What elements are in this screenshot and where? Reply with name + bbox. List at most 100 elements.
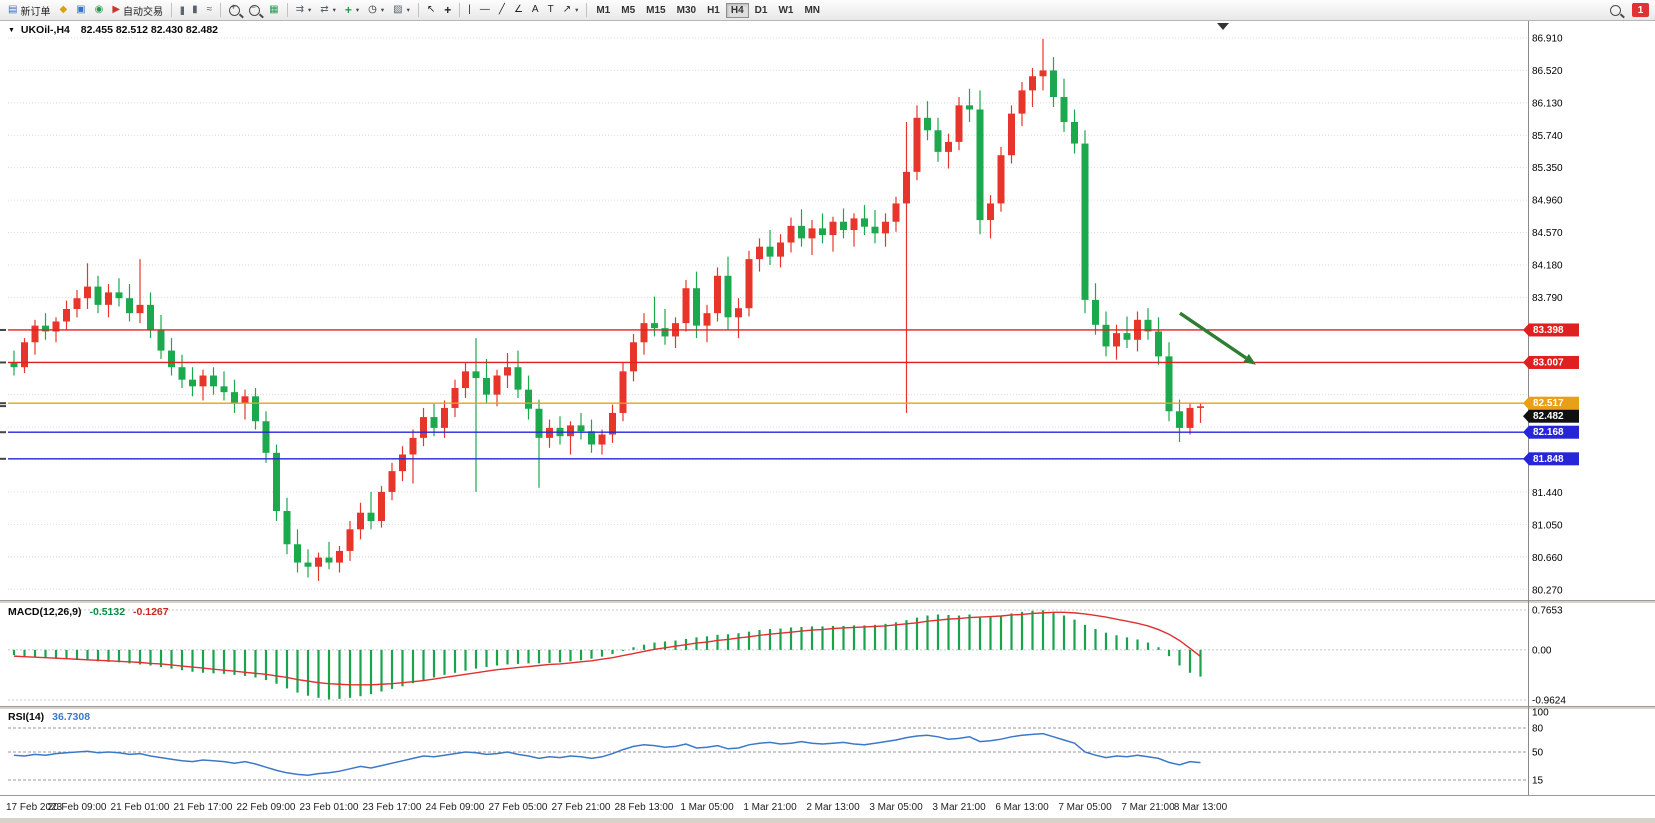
bar-chart-button[interactable]: ||| [176,2,187,19]
rsi-tick-label: 100 [1532,708,1549,719]
level-price-badge [1529,396,1579,410]
candle-down [1176,411,1183,428]
arrows-button[interactable]: ↗ ▾ [559,2,583,19]
profiles-button[interactable]: ▣ [72,2,89,19]
separator [586,3,588,17]
horizontal-line-icon: — [479,4,490,15]
clock-icon: ◷ [368,4,377,15]
level-left-anchor [0,402,6,405]
market-watch-button[interactable]: ◆ [55,2,71,19]
candle-up [462,371,469,388]
candle-down [168,350,175,368]
timeframe-w1[interactable]: W1 [773,3,798,18]
trend-arrow[interactable] [1179,311,1256,365]
bar-chart-icon: ||| [180,4,185,15]
collapse-icon[interactable]: ▼ [8,27,15,34]
date-tick-label: 1 Mar 05:00 [680,802,734,813]
profiles-icon: ▣ [76,4,86,15]
candle-down [924,117,931,131]
rsi-tick-label: 50 [1532,748,1544,759]
price-tick-label: 84.960 [1532,196,1563,207]
scroll-position-marker[interactable] [1217,23,1229,30]
candle-up [21,342,28,368]
svg-text:82.517: 82.517 [1533,398,1564,409]
price-level-lines[interactable] [0,328,1528,460]
auto-scroll-button[interactable]: ⇉ ▾ [292,2,316,19]
cursor-button[interactable]: ↖ [423,2,439,19]
candle-down [525,389,532,409]
chart-shift-button[interactable]: ⇄ ▾ [316,2,340,19]
zoom-out-button[interactable]: − [245,2,264,19]
level-price-badge [1529,323,1579,337]
candle-up [745,259,753,309]
candle-up [336,550,343,563]
candle-down [819,228,826,236]
timeframe-h4[interactable]: H4 [725,2,749,18]
candle-up [199,375,207,387]
timeframe-h1[interactable]: H1 [702,3,725,18]
candle-down [693,288,700,326]
zoom-in-button[interactable]: + [225,2,244,19]
timeframe-d1[interactable]: D1 [750,3,773,18]
candle-down [157,329,165,351]
text-label-button[interactable]: T [544,2,558,19]
date-tick-label: 23 Feb 17:00 [363,802,422,813]
candle-up [703,313,711,326]
timeframe-m5[interactable]: M5 [616,3,640,18]
level-left-anchor [0,328,6,331]
timeframe-mn[interactable]: MN [799,3,825,18]
candle-up [1008,113,1015,156]
level-left-anchor [0,405,6,408]
zoom-in-icon: + [229,3,241,16]
date-tick-label: 7 Mar 05:00 [1058,802,1112,813]
add-indicator-icon: + [344,3,352,17]
channel-button[interactable]: ∠ [510,2,527,19]
candle-up [504,367,511,376]
candlestick-chart-button[interactable]: ▮ [188,2,202,19]
timeframe-m1[interactable]: M1 [591,3,615,18]
candle-down [304,562,312,567]
candle-down [94,286,102,305]
horizontal-line-button[interactable]: — [476,2,494,19]
community-button[interactable]: ◉ [91,2,108,19]
template-button[interactable]: ▨ ▾ [389,2,414,19]
level-price-badge [1529,425,1579,439]
candle-up [73,298,81,310]
separator [459,3,461,17]
crosshair-button[interactable]: + [440,2,455,19]
trendline-button[interactable]: ╱ [495,2,509,19]
candle-down [472,371,480,379]
candle-up [850,218,858,231]
date-tick-label: 27 Feb 05:00 [489,802,548,813]
candle-up [1018,90,1026,114]
text-button[interactable]: A [528,2,543,19]
level-price-badge [1529,355,1579,369]
algo-trading-button[interactable]: ▶ 自动交易 [108,2,167,19]
tile-windows-button[interactable]: ▦ [265,2,282,19]
chevron-down-icon: ▾ [332,7,336,14]
candle-down [1144,319,1152,332]
tile-windows-icon: ▦ [269,4,279,15]
macd-pane: 0.7653 0.00 -0.9624 [8,606,1566,707]
rsi-pane: 100 80 50 15 [8,708,1549,787]
vertical-line-button[interactable]: | [464,2,475,19]
chevron-down-icon: ▾ [355,7,360,14]
date-tick-label: 24 Feb 09:00 [426,802,485,813]
rsi-name: RSI(14) [8,711,45,723]
candle-down [766,246,774,257]
timeframe-m30[interactable]: M30 [672,3,701,18]
candle-up [315,557,322,567]
search-button[interactable] [1606,2,1625,19]
add-indicator-button[interactable]: + ▾ [341,2,363,19]
period-button[interactable]: ◷ ▾ [364,2,388,19]
candle-up [682,288,690,324]
algo-trading-icon: ▶ [112,4,121,15]
price-badges: 83.398 83.007 82.517 82.482 82.168 81.848 [1523,323,1579,466]
new-order-button[interactable]: ▤ 新订单 [4,2,54,19]
line-chart-button[interactable]: ≈ [203,2,217,19]
algo-trading-label: 自动交易 [123,6,164,18]
timeframe-m15[interactable]: M15 [641,3,670,18]
notification-badge[interactable]: 1 [1632,3,1649,17]
